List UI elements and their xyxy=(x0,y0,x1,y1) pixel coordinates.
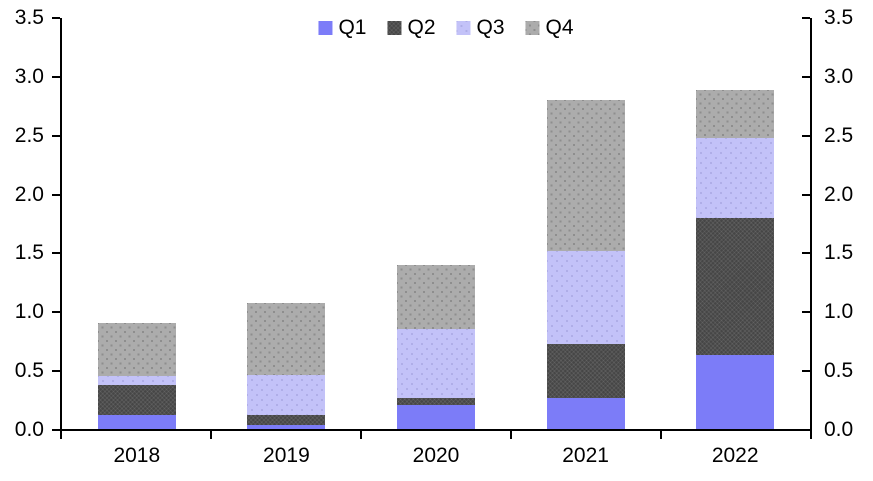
x-boundary-tick xyxy=(810,431,812,439)
bar-segment-q4-2022 xyxy=(696,89,775,139)
x-category-label: 2018 xyxy=(113,444,161,467)
legend-label-q1: Q1 xyxy=(338,16,367,39)
bar-segment-q1-2020 xyxy=(397,405,475,430)
x-boundary-tick xyxy=(210,431,212,439)
bar-segment-q2-2018 xyxy=(97,385,176,415)
legend: Q1 Q2 Q3 Q4 xyxy=(318,16,574,39)
bar-segment-q3-2019 xyxy=(247,374,326,415)
y-tick-label-left: 2.5 xyxy=(14,123,44,147)
legend-item-q4: Q4 xyxy=(525,16,574,39)
y-tick-right xyxy=(802,252,810,255)
y-tick-right xyxy=(802,193,810,196)
bar-segment-q4-2019 xyxy=(247,302,326,375)
x-category-label: 2021 xyxy=(562,444,609,467)
plot-area xyxy=(62,18,810,430)
y-tick-right xyxy=(802,17,810,19)
bar-segment-q3-2018 xyxy=(97,375,176,386)
y-tick-label-left: 3.0 xyxy=(14,64,44,88)
x-category-label: 2022 xyxy=(711,444,759,467)
bar-segment-q1-2022 xyxy=(696,354,775,430)
y-tick-label-left: 2.0 xyxy=(14,182,44,206)
legend-item-q2: Q2 xyxy=(387,16,436,39)
y-axis-right xyxy=(810,18,812,432)
bar-segment-q1-2019 xyxy=(247,425,326,430)
x-boundary-tick xyxy=(360,431,362,439)
y-tick-label-left: 0.5 xyxy=(14,359,44,383)
y-tick-left xyxy=(52,193,60,196)
y-tick-label-left: 3.5 xyxy=(14,6,44,29)
y-tick-left xyxy=(52,311,60,314)
bar-segment-q4-2020 xyxy=(397,265,475,329)
bar-segment-q2-2022 xyxy=(696,218,775,355)
y-tick-label-right: 0.5 xyxy=(824,359,854,383)
y-tick-label-right: 2.0 xyxy=(824,182,854,206)
legend-label-q2: Q2 xyxy=(407,16,436,39)
legend-swatch-q3 xyxy=(456,20,471,35)
x-category-label: 2020 xyxy=(412,444,460,467)
y-tick-right xyxy=(802,134,810,137)
y-tick-label-left: 0.0 xyxy=(14,418,44,441)
legend-item-q1: Q1 xyxy=(318,17,366,38)
y-tick-label-right: 0.0 xyxy=(824,418,854,441)
legend-label-q3: Q3 xyxy=(476,16,505,39)
legend-label-q4: Q4 xyxy=(545,16,574,39)
legend-item-q3: Q3 xyxy=(456,16,505,39)
y-tick-left xyxy=(52,370,60,373)
y-tick-left xyxy=(52,429,60,431)
y-tick-right xyxy=(802,370,810,373)
legend-swatch-q2 xyxy=(387,20,402,35)
bar-segment-q3-2022 xyxy=(696,138,775,219)
bar-segment-q2-2021 xyxy=(546,344,625,399)
y-tick-left xyxy=(52,75,60,78)
bar-segment-q2-2020 xyxy=(397,398,475,406)
y-tick-right xyxy=(802,429,810,431)
x-axis xyxy=(60,429,812,431)
y-tick-left xyxy=(52,134,60,137)
legend-swatch-q4 xyxy=(525,20,540,35)
y-tick-label-right: 3.5 xyxy=(824,6,854,29)
y-tick-label-left: 1.5 xyxy=(14,241,44,265)
x-category-label: 2019 xyxy=(263,444,310,467)
legend-swatch-q1 xyxy=(318,20,333,35)
y-tick-left xyxy=(52,252,60,255)
y-tick-right xyxy=(802,75,810,78)
y-tick-label-right: 3.0 xyxy=(824,64,854,88)
x-boundary-tick xyxy=(60,431,62,439)
y-tick-label-right: 2.5 xyxy=(824,123,854,147)
y-tick-label-right: 1.5 xyxy=(824,241,854,265)
bar-segment-q4-2018 xyxy=(97,322,176,376)
bar-segment-q2-2019 xyxy=(247,414,326,426)
x-boundary-tick xyxy=(660,431,662,439)
x-boundary-tick xyxy=(510,431,512,439)
y-tick-label-left: 1.0 xyxy=(14,300,44,324)
bar-segment-q4-2021 xyxy=(546,100,625,252)
bar-segment-q3-2021 xyxy=(546,251,625,345)
bar-segment-q1-2021 xyxy=(546,398,625,430)
y-tick-left xyxy=(52,17,60,19)
bar-segment-q3-2020 xyxy=(397,328,475,399)
y-tick-right xyxy=(802,311,810,314)
y-axis-left xyxy=(60,18,62,432)
bar-segment-q1-2018 xyxy=(97,414,176,430)
y-tick-label-right: 1.0 xyxy=(824,300,854,324)
